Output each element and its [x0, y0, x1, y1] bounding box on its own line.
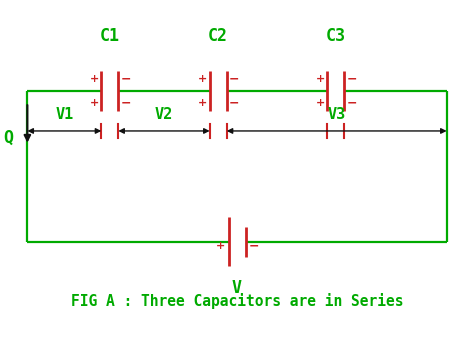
- Text: +: +: [90, 98, 99, 108]
- Text: +: +: [316, 74, 325, 84]
- Text: +: +: [316, 98, 325, 108]
- Text: C3: C3: [326, 27, 346, 45]
- Text: +: +: [198, 98, 207, 108]
- Text: +: +: [90, 74, 99, 84]
- Text: FIG A : Three Capacitors are in Series: FIG A : Three Capacitors are in Series: [71, 292, 403, 308]
- Text: −: −: [347, 96, 357, 109]
- Text: V2: V2: [155, 107, 173, 122]
- Text: −: −: [347, 73, 357, 86]
- Text: V3: V3: [328, 107, 346, 122]
- Text: −: −: [121, 73, 131, 86]
- Text: C2: C2: [208, 27, 228, 45]
- Text: −: −: [249, 240, 259, 253]
- Text: −: −: [229, 96, 239, 109]
- Text: −: −: [229, 73, 239, 86]
- Text: +: +: [216, 241, 225, 251]
- Text: V1: V1: [55, 107, 73, 122]
- Text: +: +: [198, 74, 207, 84]
- Text: V: V: [232, 279, 242, 297]
- Text: −: −: [121, 96, 131, 109]
- Text: C1: C1: [100, 27, 120, 45]
- Text: Q: Q: [3, 129, 13, 147]
